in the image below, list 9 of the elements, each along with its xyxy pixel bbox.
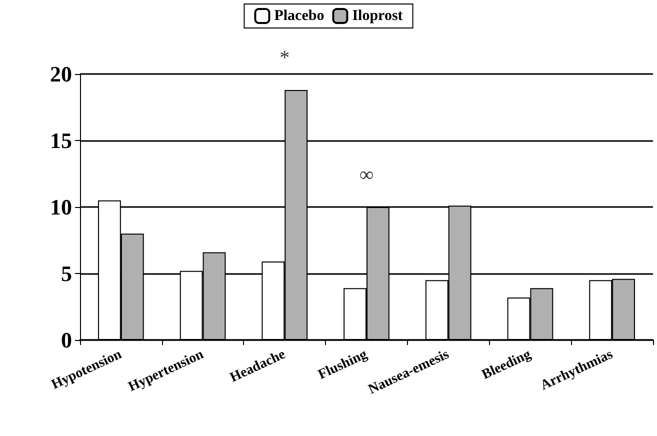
y-tick-label: 5 [61,261,72,286]
legend-label: Iloprost [352,8,403,24]
legend-label: Placebo [274,8,324,24]
y-tick-label: 0 [61,328,72,352]
annotation: ∞ [359,164,374,186]
y-tick-label: 15 [50,128,72,153]
y-tick-label: 20 [50,62,72,86]
annotation: * [280,46,290,69]
y-tick-label: 10 [50,194,72,220]
